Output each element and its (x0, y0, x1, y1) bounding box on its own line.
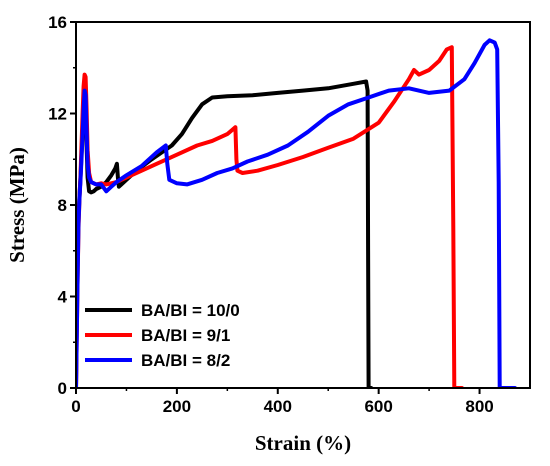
legend-label-2: BA/BI = 9/1 (141, 326, 230, 345)
series-layer (76, 38, 517, 388)
series-line-3 (76, 38, 517, 388)
y-tick-label: 16 (48, 13, 67, 32)
series-line-2 (76, 45, 464, 388)
x-tick-label: 800 (465, 397, 493, 416)
x-tick-label: 600 (364, 397, 392, 416)
ticks-layer: 0 200 400 600 800 0 4 8 12 16 (48, 13, 494, 416)
y-axis-title: Stress (MPa) (5, 147, 29, 263)
x-tick-label: 200 (163, 397, 191, 416)
x-tick-label: 400 (264, 397, 292, 416)
legend: BA/BI = 10/0 BA/BI = 9/1 BA/BI = 8/2 (85, 301, 240, 370)
y-tick-label: 12 (48, 105, 67, 124)
legend-label-1: BA/BI = 10/0 (141, 301, 240, 320)
x-axis-title: Strain (%) (255, 431, 351, 455)
legend-label-3: BA/BI = 8/2 (141, 351, 230, 370)
x-tick-label: 0 (71, 397, 80, 416)
y-tick-label: 0 (58, 379, 67, 398)
y-tick-label: 4 (58, 288, 68, 307)
y-tick-label: 8 (58, 196, 67, 215)
